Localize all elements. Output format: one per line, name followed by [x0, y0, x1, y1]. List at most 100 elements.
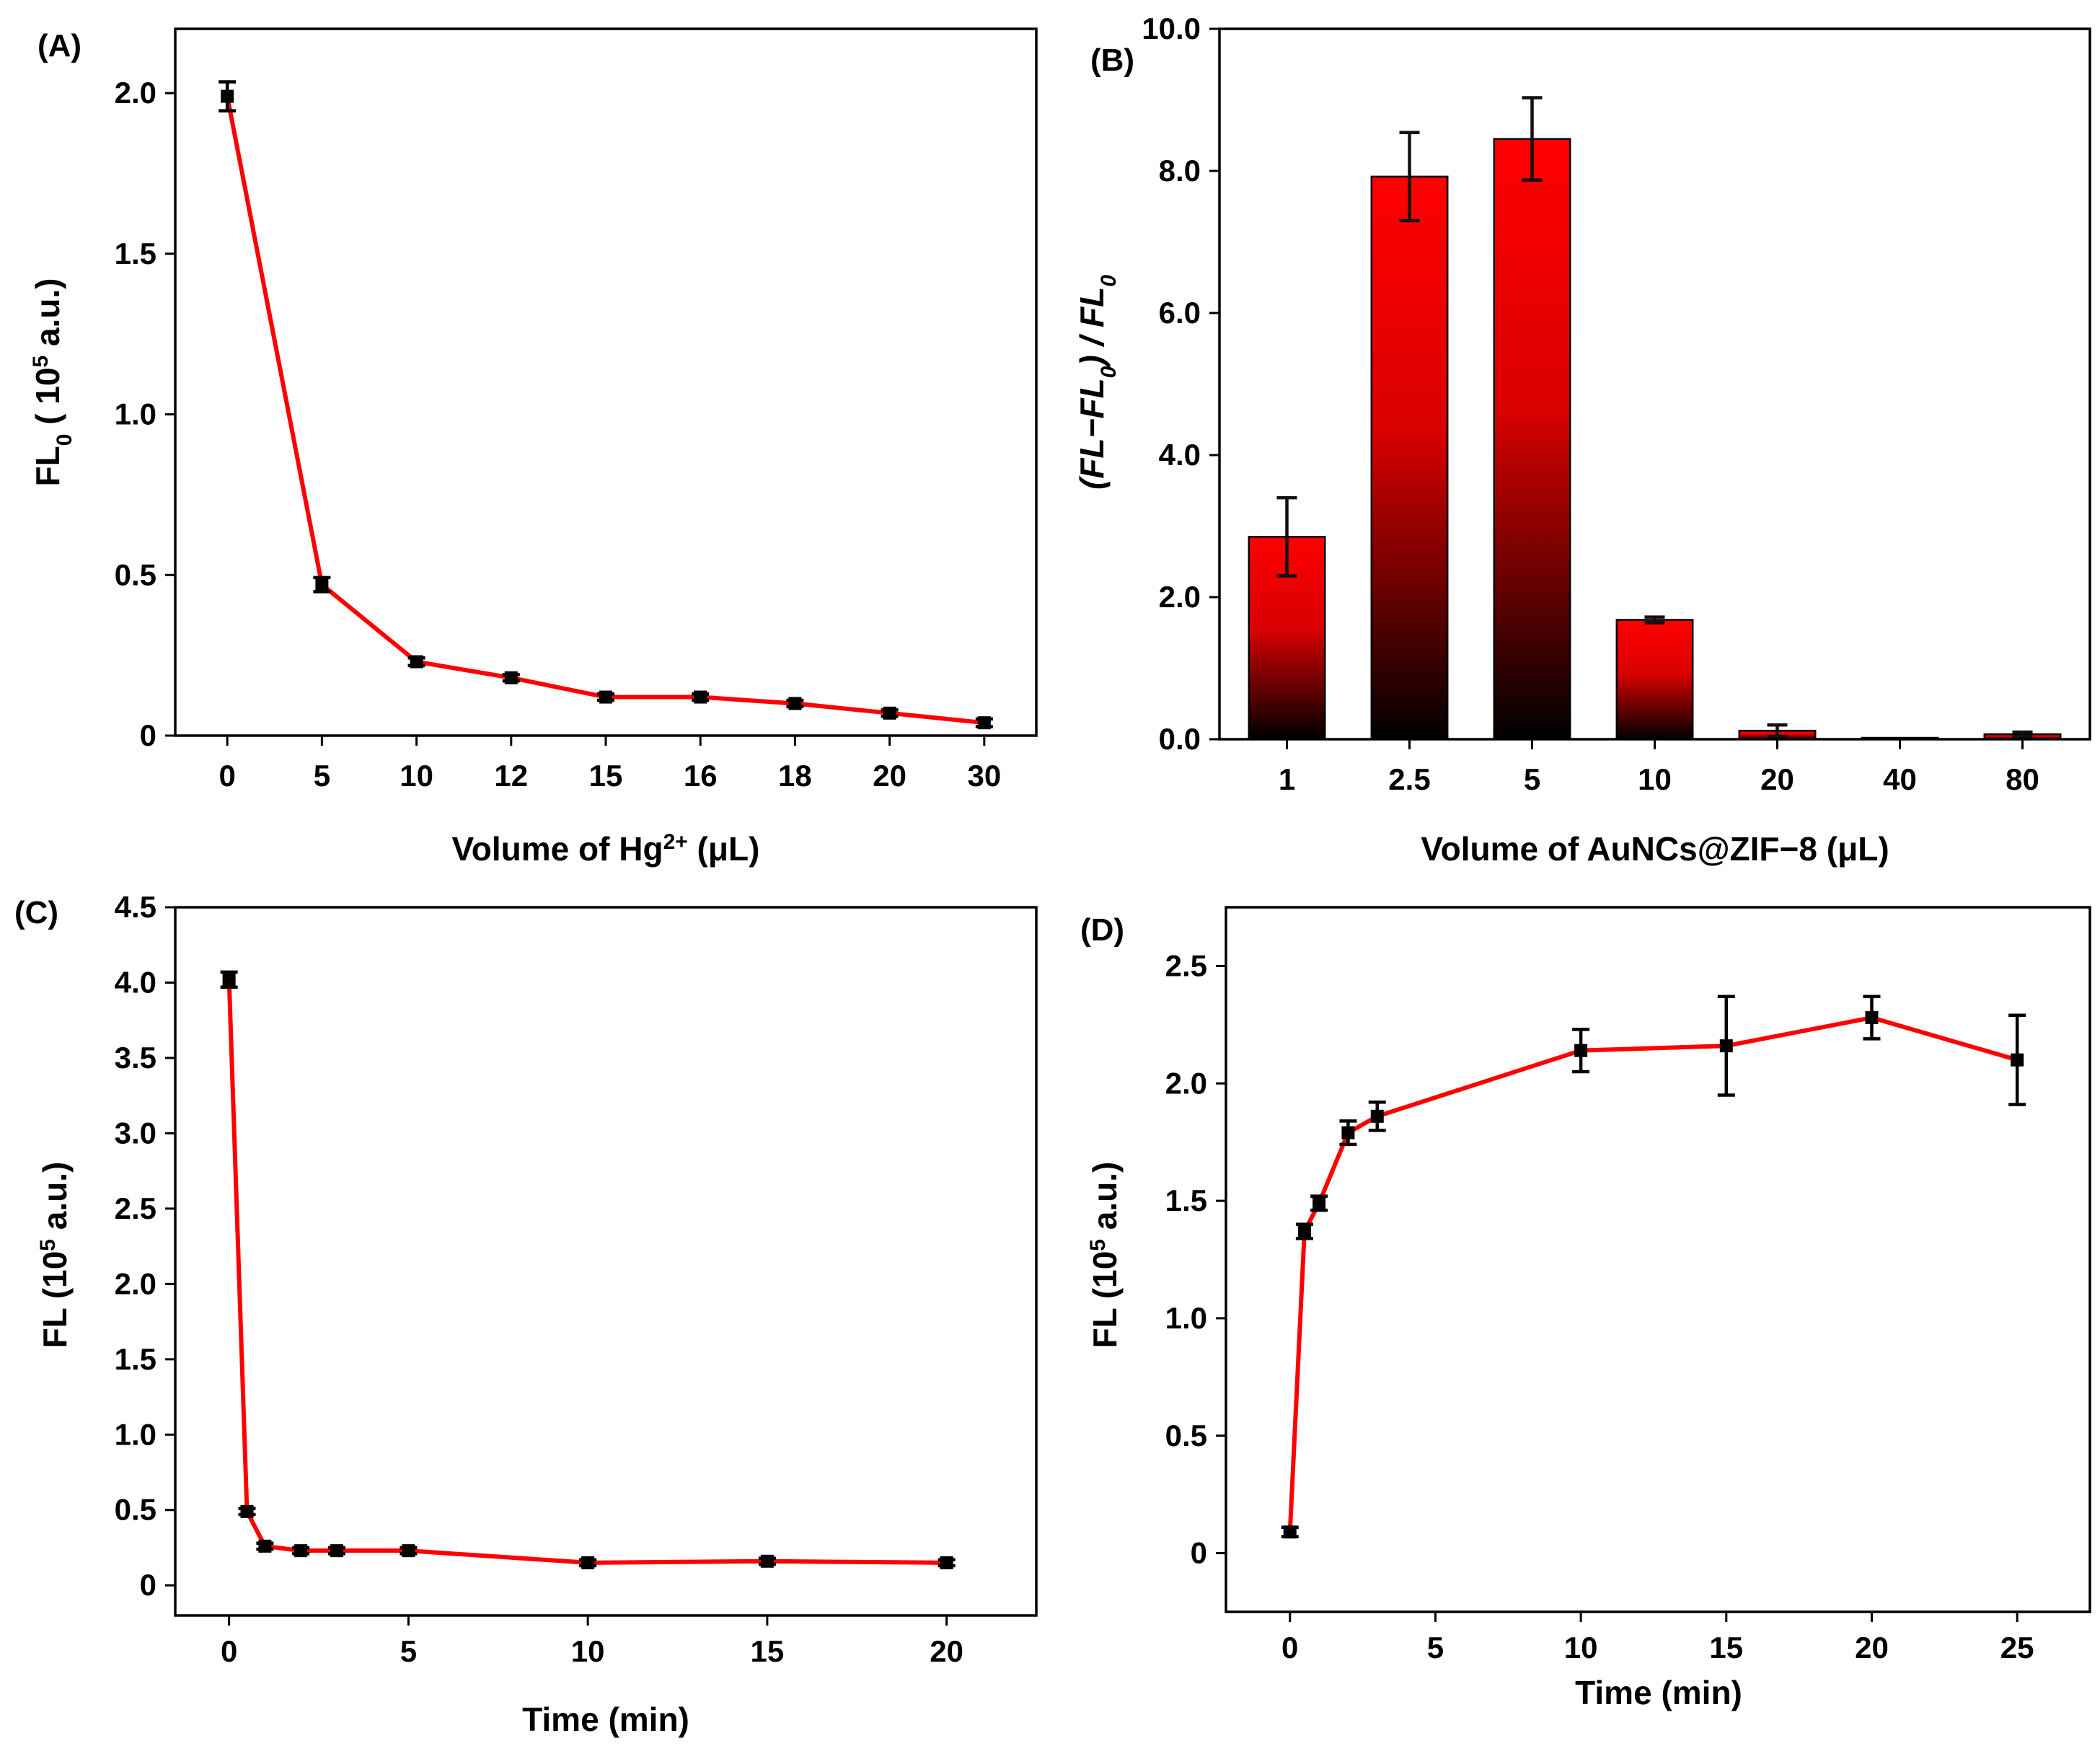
data-point — [294, 1544, 308, 1558]
y-axis-title-sup: 5 — [1086, 1239, 1110, 1251]
y-axis-title-rest: (10 — [1086, 1251, 1124, 1308]
panel-c: (C) 0 0.5 1.0 1.5 2.0 2.5 3.0 3.5 4.0 4.5 0 5 10 15 20 T… — [14, 890, 1038, 1738]
x-tick-label: 0 — [221, 1634, 237, 1668]
x-axis-title-sup: 2+ — [663, 830, 688, 854]
y-tick-label: 0.5 — [115, 1493, 156, 1527]
data-point — [883, 706, 896, 720]
series-line — [226, 979, 947, 1565]
x-tick-label: 15 — [751, 1634, 785, 1668]
data-point — [1312, 1196, 1326, 1210]
y-tick-label: 6.0 — [1159, 296, 1201, 330]
y-tick-label: 10.0 — [1142, 12, 1201, 45]
y-tick-label: 2.5 — [115, 1191, 156, 1225]
series-line — [225, 95, 985, 726]
y-axis-title-sub: 0 — [1097, 366, 1121, 378]
plot-frame — [174, 27, 1038, 737]
y-tick-label: 0 — [140, 1568, 156, 1602]
x-tick-label: 15 — [1709, 1631, 1743, 1665]
data-point — [1865, 1011, 1879, 1025]
data-point — [2011, 1053, 2024, 1067]
data-point — [240, 1504, 254, 1518]
x-tick-label: 25 — [2000, 1631, 2034, 1665]
y-tick-label: 2.0 — [1165, 1066, 1207, 1100]
y-axis-title-main: FL — [36, 1308, 74, 1348]
y-axis-title-sub2: 0 — [1097, 275, 1121, 287]
y-tick-label: 1.5 — [115, 1342, 156, 1376]
data-point — [1297, 1225, 1311, 1238]
x-tick-label: 2.5 — [1388, 762, 1430, 796]
data-point — [258, 1539, 272, 1553]
data-point — [599, 690, 612, 704]
series-line — [1287, 1015, 2018, 1533]
x-tick-label: 0 — [1281, 1631, 1298, 1665]
y-axis-title: FL0 ( 105 a.u.) — [29, 278, 76, 487]
y-tick-label: 4.0 — [1159, 438, 1201, 472]
x-tick-label: 12 — [494, 759, 528, 793]
data-point — [1370, 1109, 1384, 1123]
data-point — [788, 697, 802, 710]
y-tick-label: 2.0 — [115, 1266, 156, 1300]
x-tick-label: 80 — [2006, 762, 2039, 796]
y-axis-title-tail: a.u.) — [1086, 1162, 1124, 1239]
x-tick-label: 5 — [314, 759, 330, 793]
panel-label: (B) — [1090, 43, 1134, 78]
x-tick-label: 5 — [1524, 762, 1540, 796]
panel-d: (D) 0 0.5 1.0 1.5 2.0 2.5 0 5 10 15 20 25 Time (min) F… — [1080, 906, 2091, 1711]
data-point — [315, 578, 329, 591]
plot-frame — [174, 906, 1038, 1617]
x-tick-label: 5 — [400, 1634, 417, 1668]
data-point — [410, 655, 423, 669]
x-tick-label: 5 — [1427, 1631, 1444, 1665]
y-tick-label: 1.0 — [115, 397, 156, 431]
y-tick-label: 2.0 — [1159, 580, 1201, 614]
y-tick-label: 0 — [140, 718, 156, 752]
y-axis-title-sub: 0 — [53, 434, 76, 446]
y-axis-title-rest: ( 10 — [29, 368, 66, 434]
data-point — [940, 1556, 953, 1569]
y-axis-title: (FL−FL0) / FL0 — [1073, 275, 1121, 490]
y-tick-label: 1.5 — [1165, 1183, 1207, 1217]
x-axis-title: Time (min) — [522, 1701, 689, 1738]
data-point — [402, 1544, 415, 1558]
x-tick-label: 1 — [1279, 762, 1295, 796]
x-axis-title-text: Time (min) — [522, 1701, 689, 1738]
y-tick-label: 3.0 — [115, 1116, 156, 1150]
x-axis-title: Time (min) — [1575, 1674, 1742, 1711]
data-point — [977, 716, 991, 730]
data-point — [1341, 1126, 1355, 1139]
x-axis-title: Volume of Hg2+ (μL) — [452, 830, 760, 868]
data-point — [504, 671, 518, 684]
y-tick-label: 1.0 — [115, 1417, 156, 1451]
x-axis-title: Volume of AuNCs@ZIF−8 (μL) — [1421, 830, 1889, 868]
y-tick-label: 0.5 — [115, 557, 156, 591]
y-axis-title-sup: 5 — [29, 356, 53, 368]
x-tick-label: 15 — [589, 759, 623, 793]
y-tick-label: 0.0 — [1159, 722, 1201, 756]
x-tick-label: 30 — [967, 759, 1001, 793]
y-tick-label: 3.5 — [115, 1041, 156, 1075]
data-point — [1283, 1525, 1297, 1539]
y-axis-title-sup: 5 — [36, 1239, 60, 1251]
x-tick-label: 10 — [400, 759, 433, 793]
y-tick-label: 1.0 — [1165, 1301, 1207, 1335]
x-tick-label: 10 — [1638, 762, 1672, 796]
panel-b: (B) 0.0 2.0 4.0 6.0 8.0 10.0 1 2.5 5 10 20 40 80 Volum… — [1073, 12, 2091, 868]
panel-label: (A) — [38, 28, 81, 63]
bar — [1493, 138, 1571, 741]
x-axis-title-tail: (μL) — [688, 830, 760, 868]
panel-label: (D) — [1080, 912, 1124, 948]
data-point — [221, 89, 234, 103]
x-tick-label: 20 — [1760, 762, 1794, 796]
x-tick-label: 10 — [1564, 1631, 1598, 1665]
x-tick-label: 20 — [873, 759, 906, 793]
x-tick-label: 0 — [219, 759, 235, 793]
y-tick-label: 4.5 — [115, 890, 156, 924]
y-tick-label: 0 — [1191, 1536, 1207, 1570]
y-axis-title-tail: a.u.) — [29, 278, 66, 356]
data-point — [1574, 1044, 1588, 1057]
y-axis-title-text: (FL−FL — [1073, 378, 1111, 490]
panel-a: (A) 0 0.5 1.0 1.5 2.0 0 5 10 12 15 16 18 20 30 Volume o… — [29, 27, 1038, 868]
data-point — [694, 690, 707, 704]
y-tick-label: 2.5 — [1165, 948, 1207, 982]
